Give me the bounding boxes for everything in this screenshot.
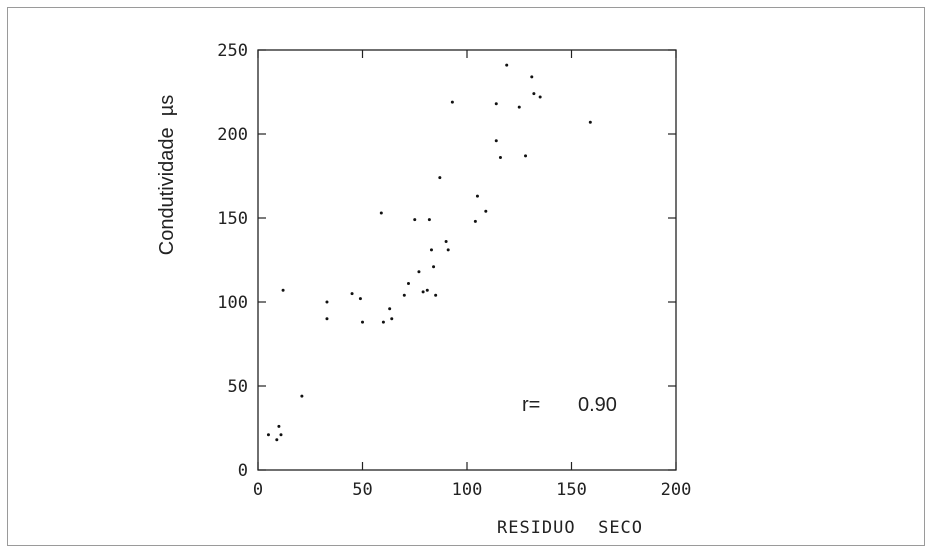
y-tick-label: 50 bbox=[228, 377, 248, 397]
data-point bbox=[498, 156, 502, 160]
data-point bbox=[475, 194, 479, 198]
data-point bbox=[538, 95, 542, 99]
x-tick-label: 100 bbox=[452, 480, 483, 500]
x-tick-label: 200 bbox=[661, 480, 692, 500]
chart-frame bbox=[7, 7, 925, 546]
x-tick-label: 150 bbox=[556, 480, 587, 500]
data-point bbox=[588, 120, 592, 124]
x-tick-label: 0 bbox=[253, 480, 263, 500]
data-point bbox=[444, 240, 448, 244]
data-point bbox=[530, 75, 534, 79]
data-point bbox=[473, 219, 477, 223]
y-tick-label: 200 bbox=[217, 125, 248, 145]
data-point bbox=[432, 265, 436, 269]
correlation-label: r= bbox=[522, 394, 540, 416]
data-point bbox=[281, 288, 285, 292]
data-point bbox=[388, 307, 392, 311]
data-point bbox=[379, 211, 383, 215]
y-tick-label: 100 bbox=[217, 293, 248, 313]
x-tick-label: 50 bbox=[352, 480, 372, 500]
data-point bbox=[277, 424, 281, 428]
y-tick-label: 150 bbox=[217, 209, 248, 229]
data-point bbox=[413, 218, 417, 222]
data-point bbox=[446, 248, 450, 252]
data-point bbox=[300, 394, 304, 398]
data-point bbox=[279, 433, 283, 437]
data-point bbox=[417, 270, 421, 274]
data-point bbox=[275, 438, 279, 442]
data-point bbox=[494, 102, 498, 106]
y-tick-label: 250 bbox=[217, 41, 248, 61]
plot-axes: 0 50 100 150 200 0 50 100 150 200 250 bbox=[217, 41, 691, 500]
data-point bbox=[406, 282, 410, 286]
data-point bbox=[266, 433, 270, 437]
data-point bbox=[350, 292, 354, 296]
x-axis-label: RESIDUO SECO bbox=[497, 518, 643, 538]
data-point bbox=[450, 100, 454, 104]
data-points bbox=[266, 63, 592, 442]
data-point bbox=[524, 154, 528, 158]
data-point bbox=[532, 92, 536, 96]
data-point bbox=[390, 317, 394, 321]
data-point bbox=[505, 63, 509, 67]
data-point bbox=[517, 105, 521, 109]
data-point bbox=[361, 320, 364, 324]
data-point bbox=[438, 176, 442, 180]
y-axis-label: Condutividade µs bbox=[156, 95, 178, 256]
correlation-value: 0.90 bbox=[578, 394, 617, 416]
data-point bbox=[402, 293, 406, 297]
data-point bbox=[484, 209, 488, 213]
data-point bbox=[358, 297, 362, 301]
y-tick-label: 0 bbox=[238, 461, 248, 481]
data-point bbox=[429, 248, 433, 252]
data-point bbox=[434, 293, 438, 297]
data-point bbox=[425, 288, 429, 292]
data-point bbox=[325, 317, 329, 321]
data-point bbox=[427, 218, 431, 222]
data-point bbox=[381, 320, 385, 324]
data-point bbox=[421, 290, 425, 294]
data-point bbox=[325, 300, 329, 304]
data-point bbox=[494, 139, 498, 143]
axis-labels: RESIDUO SECO Condutividade µs r= 0.90 bbox=[156, 95, 643, 538]
